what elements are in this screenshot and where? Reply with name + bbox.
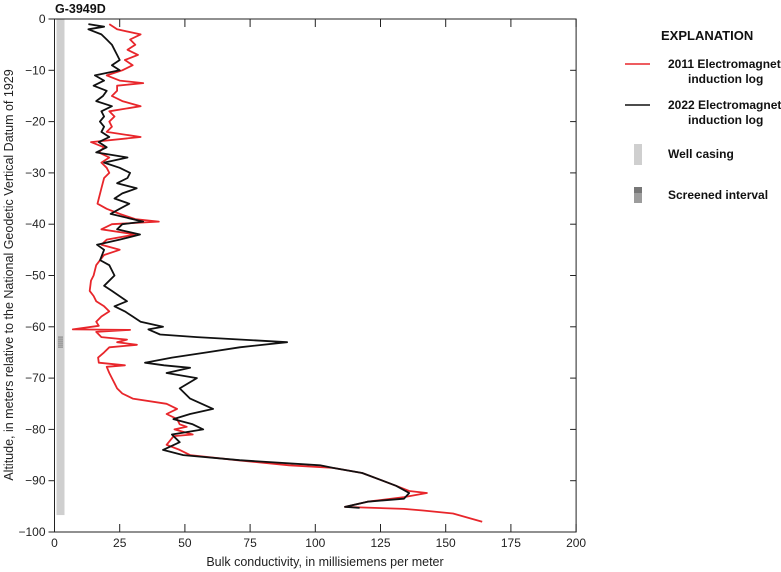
plot-frame — [54, 18, 577, 533]
legend-label-screened: Screened interval — [668, 188, 768, 202]
screen-swatch-top — [634, 187, 642, 193]
x-tick-label: 100 — [305, 536, 325, 550]
y-axis-label: Altitude, in meters relative to the Nati… — [2, 69, 16, 480]
y-tick-label: −80 — [25, 422, 46, 436]
legend: EXPLANATION 2011 Electromagnetic inductio… — [625, 28, 781, 203]
x-tick-label: 150 — [436, 536, 456, 550]
x-tick-label: 0 — [51, 536, 58, 550]
y-tick-label: −100 — [18, 525, 45, 539]
x-tick-label: 25 — [113, 536, 127, 550]
y-tick-label: −90 — [25, 474, 46, 488]
x-tick-label: 125 — [370, 536, 390, 550]
x-tick-label: 75 — [243, 536, 257, 550]
legend-title: EXPLANATION — [661, 28, 753, 43]
screened-interval-mark — [58, 336, 63, 348]
x-axis-ticks: 0 25 50 75 100 125 150 175 200 — [51, 19, 586, 550]
y-axis-ticks: 0 −10 −20 −30 −40 −50 −60 −70 −80 −90 −100 — [18, 12, 577, 539]
legend-label-2022: 2022 Electromagnetic induction log — [668, 98, 781, 127]
x-axis-label: Bulk conductivity, in millisiemens per m… — [206, 555, 443, 569]
y-tick-label: −40 — [25, 217, 46, 231]
legend-label-casing: Well casing — [668, 147, 734, 161]
x-tick-label: 50 — [178, 536, 192, 550]
series-layer — [71, 23, 483, 523]
y-tick-label: −70 — [25, 371, 46, 385]
y-tick-label: −20 — [25, 115, 46, 129]
y-tick-label: −50 — [25, 269, 46, 283]
x-tick-label: 175 — [501, 536, 521, 550]
y-tick-label: −60 — [25, 320, 46, 334]
legend-swatch-casing — [634, 144, 642, 165]
legend-label-2011: 2011 Electromagnetic induction log — [668, 57, 781, 86]
y-tick-label: 0 — [39, 12, 46, 26]
legend-swatch-screened — [634, 187, 642, 203]
y-tick-label: −10 — [25, 63, 46, 77]
chart-title: G-3949D — [55, 2, 106, 16]
well-casing-bar — [56, 19, 65, 516]
series-2022-line — [87, 23, 411, 509]
series-2011-line — [71, 23, 483, 523]
y-tick-label: −30 — [25, 166, 46, 180]
x-tick-label: 200 — [566, 536, 586, 550]
